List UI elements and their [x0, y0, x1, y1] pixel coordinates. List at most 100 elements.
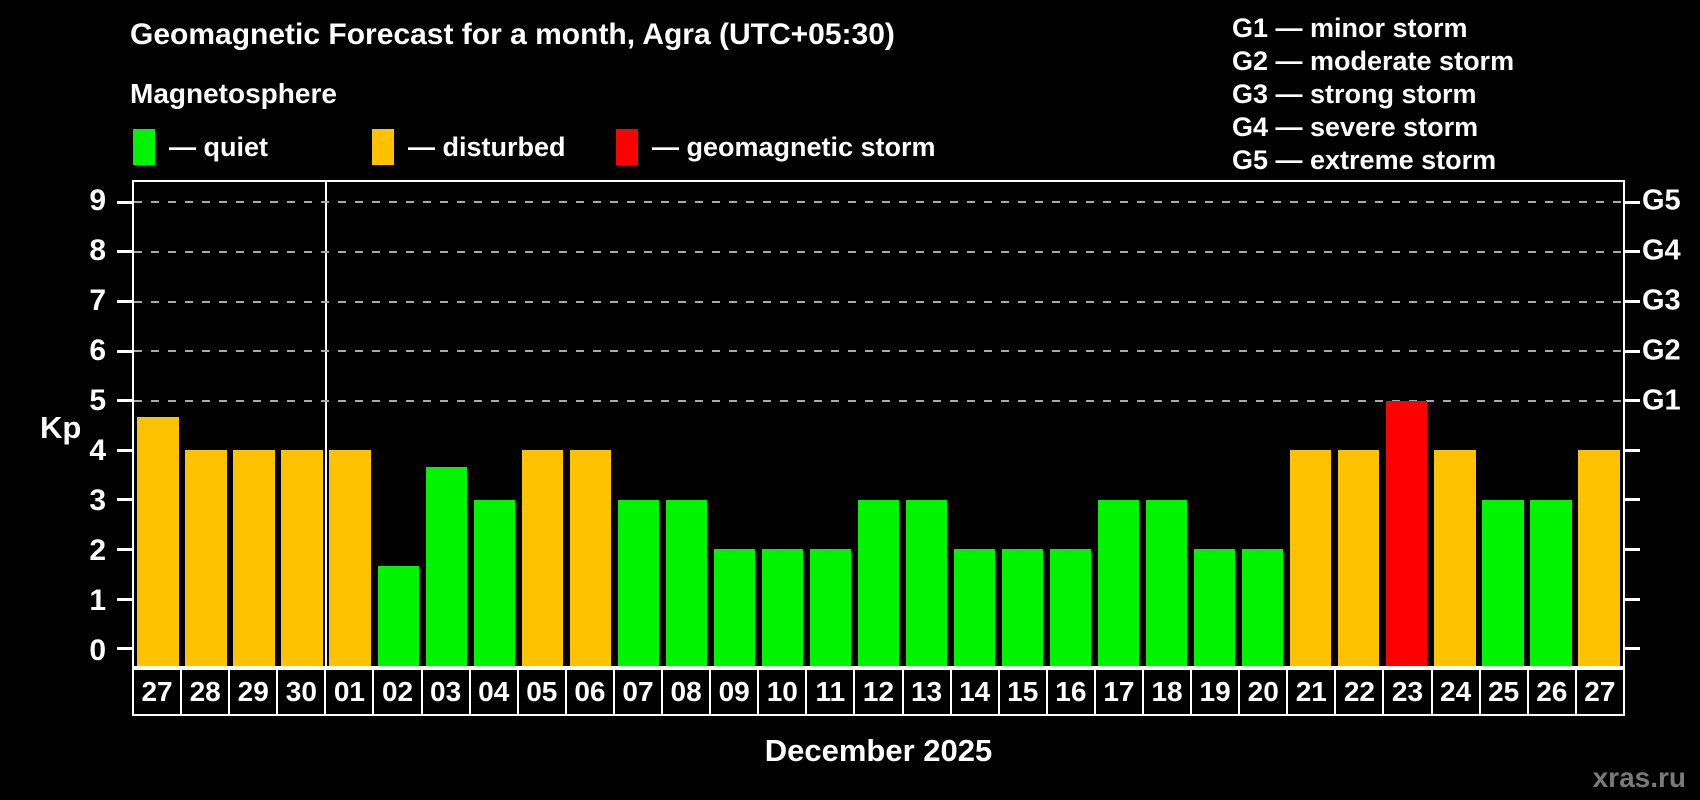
gridline-g4 [134, 250, 1623, 253]
bar-day-05 [521, 450, 563, 666]
day-label-09: 09 [709, 670, 757, 714]
g-scale-legend-row-g4: G4 — severe storm [1232, 112, 1479, 142]
day-label-17: 17 [1093, 670, 1142, 714]
day-label-19: 19 [1190, 670, 1238, 714]
bar-day-30 [281, 450, 323, 666]
bar-day-09 [713, 549, 756, 666]
g-scale-legend-row-g5: G5 — extreme storm [1232, 145, 1497, 175]
bar-day-19 [1194, 549, 1236, 666]
left-tick-6 [117, 349, 132, 353]
g-axis-label-g1: G1 [1642, 384, 1681, 416]
bar-day-22 [1338, 450, 1380, 666]
g-axis-label-g2: G2 [1642, 334, 1681, 366]
bar-day-07 [617, 499, 659, 666]
day-label-11: 11 [805, 670, 853, 714]
bar-day-24 [1434, 450, 1476, 666]
bar-day-01 [329, 450, 371, 666]
day-label-13: 13 [901, 670, 950, 714]
bar-day-02 [377, 565, 419, 666]
plot-area [117, 180, 1640, 668]
g-scale-legend-row-g1: G1 — minor storm [1232, 13, 1468, 43]
gridline-g2 [134, 350, 1623, 353]
day-label-01: 01 [324, 670, 372, 714]
right-tick-1 [1625, 597, 1640, 601]
left-tick-4 [117, 448, 132, 452]
day-label-27: 27 [1574, 670, 1623, 714]
bar-day-15 [1001, 549, 1044, 666]
chart-subtitle: Magnetosphere [130, 78, 337, 109]
day-label-21: 21 [1286, 670, 1334, 714]
quiet-color-swatch [133, 129, 155, 165]
legend-storm-label: — geomagnetic storm [652, 131, 936, 162]
day-label-28: 28 [180, 670, 228, 714]
bar-day-14 [953, 549, 996, 666]
left-tick-5 [117, 399, 132, 403]
bar-day-27 [1578, 450, 1620, 666]
left-tick-1 [117, 597, 132, 601]
right-tick-2 [1625, 547, 1640, 551]
bar-day-11 [809, 549, 852, 666]
day-label-18: 18 [1141, 670, 1190, 714]
y-tick-label-5: 5 [89, 383, 106, 417]
day-label-06: 06 [564, 670, 613, 714]
legend-item-disturbed: — disturbed [372, 128, 566, 166]
right-tick-5 [1625, 399, 1640, 403]
g-scale-legend-row-g2: G2 — moderate storm [1232, 46, 1515, 76]
bar-day-17 [1098, 499, 1140, 666]
storm-color-swatch [616, 129, 638, 165]
x-axis-title: December 2025 [764, 733, 993, 768]
day-label-14: 14 [949, 670, 998, 714]
day-label-03: 03 [420, 670, 469, 714]
legend-item-storm: — geomagnetic storm [616, 128, 936, 166]
day-label-15: 15 [997, 670, 1046, 714]
watermark: xras.ru [1592, 762, 1686, 793]
g-axis-label-g3: G3 [1642, 284, 1681, 316]
day-label-12: 12 [853, 670, 901, 714]
g-scale-legend-row-g3: G3 — strong storm [1232, 79, 1477, 109]
right-tick-3 [1625, 498, 1640, 502]
legend-item-quiet: — quiet [133, 128, 268, 166]
y-tick-label-1: 1 [89, 583, 106, 617]
y-tick-label-8: 8 [89, 233, 106, 267]
y-tick-label-4: 4 [89, 433, 106, 467]
legend-quiet-label: — quiet [169, 131, 268, 162]
day-label-02: 02 [372, 670, 420, 714]
left-tick-9 [117, 200, 132, 204]
day-label-05: 05 [516, 670, 565, 714]
right-tick-0 [1625, 647, 1640, 651]
gridline-g1 [134, 399, 1623, 402]
right-tick-6 [1625, 349, 1640, 353]
legend-disturbed-label: — disturbed [408, 131, 566, 162]
left-tick-2 [117, 547, 132, 551]
day-label-30: 30 [276, 670, 324, 714]
left-tick-7 [117, 300, 132, 304]
day-label-25: 25 [1478, 670, 1527, 714]
day-label-20: 20 [1238, 670, 1286, 714]
bar-day-06 [569, 450, 611, 666]
page-title: Geomagnetic Forecast for a month, Agra (… [130, 18, 895, 51]
bar-day-12 [857, 499, 900, 666]
disturbed-color-swatch [372, 129, 394, 165]
bar-day-26 [1530, 499, 1572, 666]
day-label-04: 04 [468, 670, 517, 714]
left-tick-3 [117, 498, 132, 502]
right-tick-9 [1625, 200, 1640, 204]
bar-day-25 [1482, 499, 1524, 666]
y-tick-label-3: 3 [89, 483, 106, 517]
month-separator-line [325, 182, 328, 666]
y-tick-label-2: 2 [89, 533, 106, 567]
right-tick-8 [1625, 250, 1640, 254]
y-axis-labels: 0 1 2 3 4 5 6 7 8 9 [0, 180, 110, 668]
g-axis-label-g5: G5 [1642, 184, 1681, 216]
bar-day-08 [665, 499, 707, 666]
right-tick-4 [1625, 448, 1640, 452]
day-label-29: 29 [228, 670, 276, 714]
gridline-g3 [134, 300, 1623, 303]
left-tick-8 [117, 250, 132, 254]
bar-day-27 [137, 417, 179, 666]
bar-day-23 [1386, 400, 1428, 666]
day-label-10: 10 [757, 670, 805, 714]
bar-day-10 [761, 549, 804, 666]
y-tick-label-0: 0 [89, 633, 106, 667]
